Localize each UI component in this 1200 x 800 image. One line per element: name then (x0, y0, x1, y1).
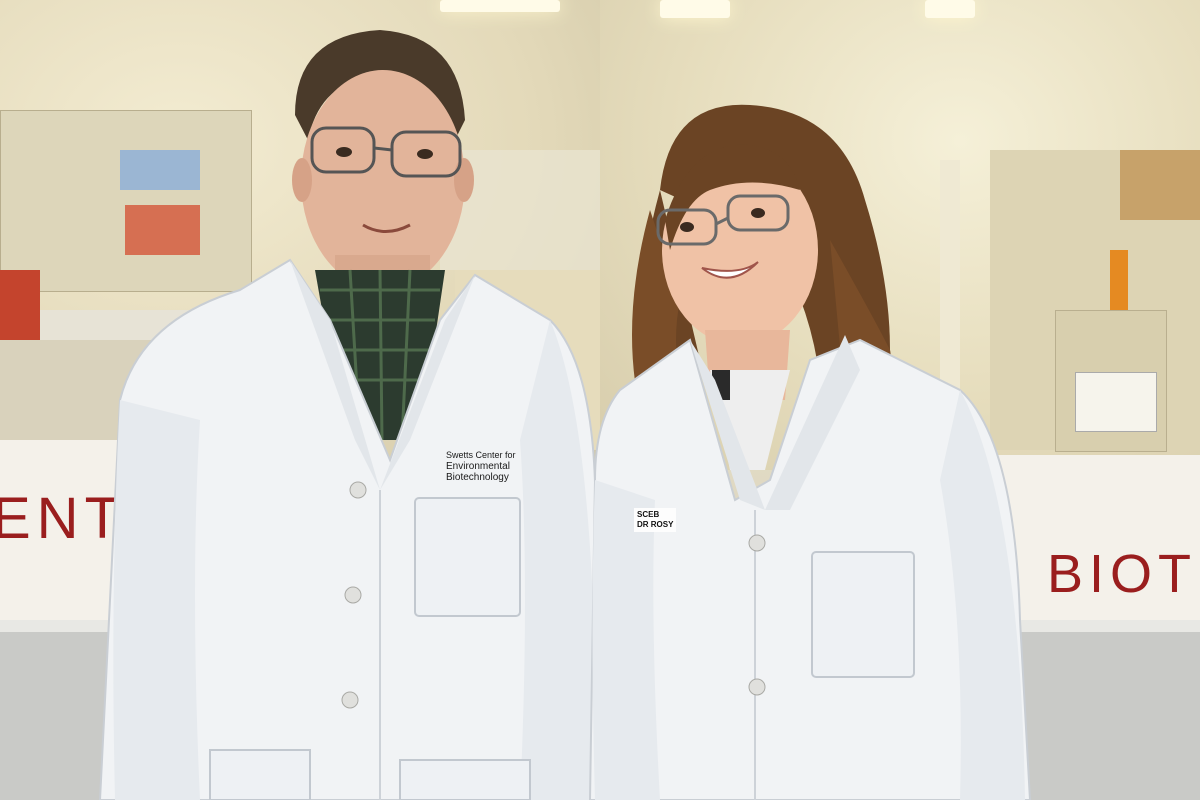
orange-bottle (1110, 250, 1128, 310)
embroidery-line: Environmental (446, 461, 510, 472)
man-face (301, 70, 465, 290)
embroidery-line: Swetts Center for (446, 450, 516, 460)
badge-line: SCEB (637, 510, 660, 519)
ceiling-light (925, 0, 975, 18)
sign-text-left: ENT (0, 486, 126, 551)
man-hair (295, 30, 465, 140)
ceiling-light (660, 0, 730, 18)
ceiling-light (440, 0, 560, 12)
cardboard-box (1120, 150, 1200, 220)
man-coat-pocket (414, 497, 521, 617)
poster (125, 205, 200, 255)
red-equipment (0, 270, 40, 340)
sign-text-right: BIOT (1047, 544, 1198, 604)
man-coat-embroidery: Swetts Center for Environmental Biotechn… (446, 450, 526, 483)
poster (120, 150, 200, 190)
embroidery-line: Biotechnology (446, 472, 509, 483)
man-glasses (310, 126, 376, 174)
woman-glasses (656, 208, 718, 246)
woman-figure (588, 104, 1032, 800)
badge-line: DR ROSY (637, 520, 674, 529)
woman-coat-pocket (811, 551, 915, 678)
woman-name-badge: SCEB DR ROSY (634, 508, 677, 532)
man-figure (98, 30, 602, 800)
woman-lab-coat (588, 338, 1032, 800)
wall-calendar (1075, 372, 1157, 432)
woman-face (662, 155, 818, 345)
lab-shelving (0, 110, 252, 292)
